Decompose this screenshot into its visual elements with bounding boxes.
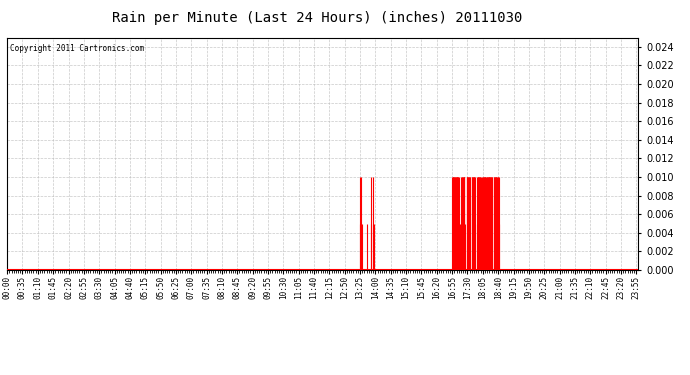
Text: Rain per Minute (Last 24 Hours) (inches) 20111030: Rain per Minute (Last 24 Hours) (inches)… [112,11,522,25]
Text: Copyright 2011 Cartronics.com: Copyright 2011 Cartronics.com [10,45,144,54]
